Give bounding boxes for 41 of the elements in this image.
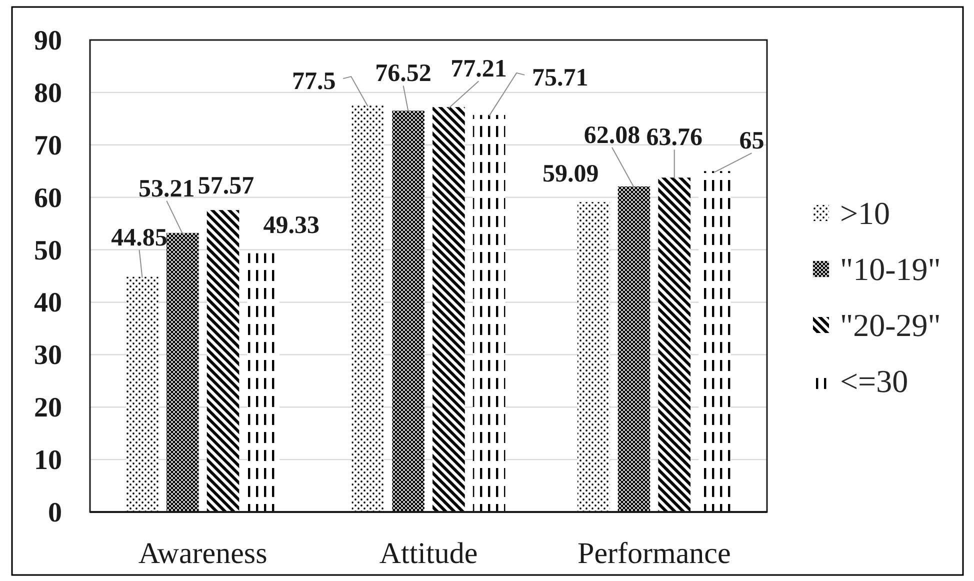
- bar: [392, 110, 424, 512]
- bar: [472, 114, 506, 512]
- bar: [698, 171, 731, 512]
- data-label: 76.52: [375, 60, 432, 88]
- data-label: 77.21: [450, 56, 507, 83]
- bar: [126, 276, 158, 512]
- bar: [577, 202, 610, 512]
- y-tick-label: 90: [34, 26, 62, 56]
- x-tick-label: Attitude: [379, 537, 478, 570]
- data-label: 53.21: [138, 175, 195, 202]
- data-label: 62.08: [584, 122, 640, 149]
- data-label: 75.71: [532, 64, 588, 92]
- y-tick-label: 20: [34, 392, 62, 424]
- y-tick-label: 10: [34, 445, 62, 476]
- bar: [247, 253, 280, 512]
- y-tick-label: 50: [34, 235, 62, 266]
- legend-label: >10: [840, 195, 890, 231]
- y-tick-label: 70: [34, 130, 62, 162]
- bar: [432, 107, 465, 512]
- data-label: 44.85: [111, 224, 168, 252]
- bar: [618, 186, 650, 512]
- y-tick-label: 30: [34, 340, 62, 372]
- y-tick-label: 60: [34, 182, 62, 214]
- y-tick-label: 80: [34, 78, 62, 109]
- x-tick-label: Performance: [578, 537, 731, 570]
- y-tick-label: 40: [34, 288, 62, 319]
- legend-label: <=30: [840, 363, 908, 399]
- bar: [166, 232, 199, 512]
- data-label: 65: [739, 128, 764, 155]
- data-label: 57.57: [198, 172, 254, 200]
- data-label: 49.33: [263, 212, 320, 239]
- y-tick-label: 0: [48, 498, 62, 528]
- data-label: 63.76: [646, 124, 702, 152]
- data-label: 59.09: [542, 160, 599, 188]
- legend-label: "10-19": [840, 251, 941, 287]
- data-label: 77.5: [292, 68, 336, 96]
- bar: [658, 178, 691, 512]
- x-tick-label: Awareness: [138, 537, 268, 570]
- bar: [206, 210, 240, 512]
- bar: [352, 106, 384, 512]
- legend-label: "20-29": [840, 307, 941, 343]
